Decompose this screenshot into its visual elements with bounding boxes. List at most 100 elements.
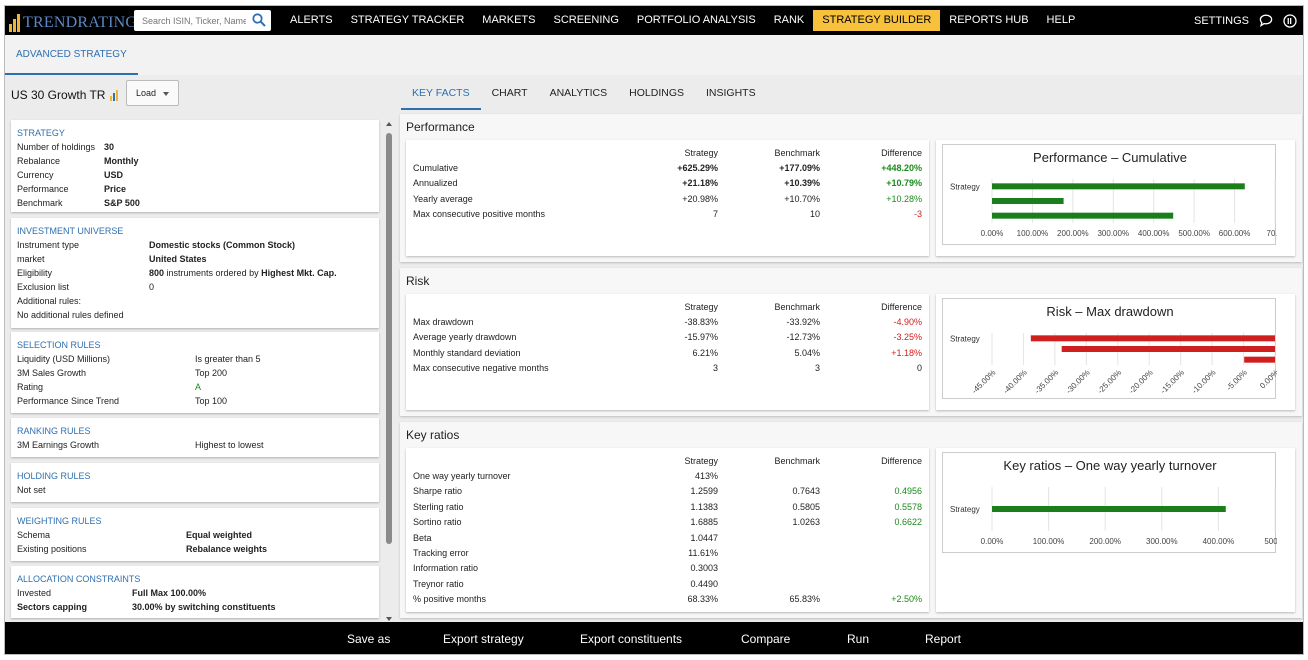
bar	[992, 198, 1064, 204]
risk-table: Strategy Benchmark Difference Max drawdown -…	[406, 294, 929, 410]
benchmark-value: 10	[809, 209, 820, 220]
row-value: USD	[104, 170, 124, 180]
strategy-value: 1.2599	[690, 486, 718, 497]
strategy-value: 7	[712, 209, 718, 220]
strategy-value: -15.97%	[684, 332, 718, 343]
card-row: Sectors capping 30.00% by switching const…	[17, 600, 373, 614]
row-value: Rebalance weights	[186, 544, 268, 554]
run-button[interactable]: Run	[847, 632, 870, 646]
scroll-thumb[interactable]	[386, 133, 392, 544]
nav-strategy-builder[interactable]: STRATEGY BUILDER	[813, 10, 941, 31]
tick-label: 70…	[1267, 229, 1277, 238]
column-header: Strategy	[684, 456, 718, 466]
row-label: Max consecutive negative months	[413, 363, 549, 374]
benchmark-value: 0.7643	[792, 486, 820, 497]
bar	[992, 506, 1226, 512]
tab-advanced-strategy[interactable]: ADVANCED STRATEGY	[5, 35, 138, 75]
performance-table: Strategy Benchmark Difference Cumulative +62…	[406, 140, 929, 256]
nav-markets[interactable]: MARKETS	[482, 14, 536, 26]
load-dropdown[interactable]: Load	[126, 80, 179, 106]
performance-cumulative-chart: Performance – Cumulative Strategy 0.00% 100…	[950, 150, 1277, 238]
category-label: Strategy	[950, 182, 980, 191]
row-value: Top 100	[195, 396, 228, 406]
row-label: Performance	[17, 184, 69, 194]
tick-label: 0.00%	[981, 537, 1004, 546]
bottom-action-bar: Save as Export strategy Export constituent…	[5, 622, 1303, 654]
row-value: No additional rules defined	[17, 310, 124, 320]
row-label: Average yearly drawdown	[413, 332, 517, 343]
row-label: Sharpe ratio	[413, 486, 463, 497]
tick-label: -45.00%	[970, 368, 997, 395]
row-value: Not set	[17, 485, 46, 495]
strategy-value: 1.0447	[690, 532, 718, 543]
benchmark-value: +10.70%	[784, 193, 820, 204]
strategy-value: 6.21%	[692, 347, 718, 358]
tick-label: -20.00%	[1127, 368, 1154, 395]
row-value: S&P 500	[104, 198, 140, 208]
table-row: Yearly average +20.98% +10.70% +10.28%	[406, 192, 929, 207]
report-button[interactable]: Report	[925, 632, 962, 646]
nav-portfolio-analysis[interactable]: PORTFOLIO ANALYSIS	[636, 14, 756, 26]
search-box	[134, 10, 271, 31]
tab-holdings[interactable]: HOLDINGS	[629, 87, 684, 99]
difference-value: +10.79%	[886, 178, 922, 189]
export-strategy-button[interactable]: Export strategy	[443, 632, 524, 646]
card-row: Number of holdings 30	[17, 140, 373, 154]
logo-bars-icon	[9, 13, 20, 32]
table-row: Max drawdown -38.83% -33.92% -4.90%	[406, 315, 929, 330]
tab-insights[interactable]: INSIGHTS	[705, 87, 756, 99]
strategy-value: 11.61%	[688, 548, 718, 558]
strategy-name: US 30 Growth TR	[11, 88, 106, 102]
row-label: Instrument type	[17, 240, 80, 250]
nav-screening[interactable]: SCREENING	[553, 14, 619, 26]
user-badge-icon[interactable]	[1283, 13, 1297, 28]
scroll-up-icon[interactable]	[386, 122, 392, 126]
chart-title: Performance – Cumulative	[1033, 150, 1187, 165]
nav-strategy-tracker[interactable]: STRATEGY TRACKER	[350, 14, 465, 26]
nav-alerts[interactable]: ALERTS	[290, 14, 333, 26]
strategy-value: +20.98%	[682, 193, 718, 204]
tick-label: -15.00%	[1159, 368, 1186, 395]
nav-reports-hub[interactable]: REPORTS HUB	[949, 14, 1029, 26]
scroll-down-icon[interactable]	[386, 617, 392, 621]
search-input[interactable]	[134, 10, 246, 31]
nav-help[interactable]: HELP	[1046, 14, 1076, 26]
search-icon[interactable]	[252, 13, 266, 27]
row-label: Cumulative	[413, 163, 459, 173]
row-label: Sortino ratio	[413, 517, 462, 528]
tick-label: 300.00%	[1097, 229, 1129, 238]
compare-button[interactable]: Compare	[741, 632, 791, 646]
settings-link[interactable]: SETTINGS	[1193, 14, 1249, 27]
risk-chart-panel: Risk – Max drawdown Strategy -45.00% -40.00…	[936, 294, 1295, 410]
save-as-button[interactable]: Save as	[347, 632, 391, 646]
export-constituents-button[interactable]: Export constituents	[580, 632, 683, 646]
row-value: 30	[104, 142, 115, 152]
chat-icon[interactable]	[1259, 14, 1273, 27]
tick-label: 0.00%	[981, 229, 1004, 238]
row-label: Max consecutive positive months	[413, 209, 546, 220]
tab-chart[interactable]: CHART	[491, 87, 528, 99]
row-label: Beta	[413, 532, 432, 543]
tick-label: 200.00%	[1057, 229, 1089, 238]
bar	[1030, 335, 1275, 342]
benchmark-value: 3	[814, 363, 820, 374]
section-title: Performance	[406, 120, 475, 134]
column-header: Difference	[881, 302, 922, 312]
row-label: 3M Earnings Growth	[17, 440, 100, 450]
row-label: Sectors capping	[17, 602, 88, 612]
card-row: Invested Full Max 100.00%	[17, 586, 373, 600]
strategy-value: -38.83%	[684, 317, 718, 327]
tick-label: 400.00%	[1203, 537, 1235, 546]
row-label: Information ratio	[413, 563, 479, 574]
eligibility-value: 800 instruments ordered by Highest Mkt. …	[149, 268, 337, 278]
row-label: Exclusion list	[17, 282, 70, 292]
table-row: Sortino ratio 1.6885 1.0263 0.6622	[406, 515, 929, 530]
table-row: % positive months 68.33% 65.83% +2.50%	[406, 592, 929, 607]
trendrating-logo[interactable]: TRENDRATING	[9, 10, 137, 32]
tab-key-facts[interactable]: KEY FACTS	[401, 78, 481, 110]
table-row: Tracking error 11.61%	[406, 546, 929, 561]
tab-analytics[interactable]: ANALYTICS	[549, 87, 608, 99]
strategy-panel: US 30 Growth TR Load STRATEGY Number of …	[5, 78, 383, 618]
left-panel-scrollbar[interactable]	[384, 119, 394, 624]
nav-rank[interactable]: RANK	[773, 14, 805, 26]
